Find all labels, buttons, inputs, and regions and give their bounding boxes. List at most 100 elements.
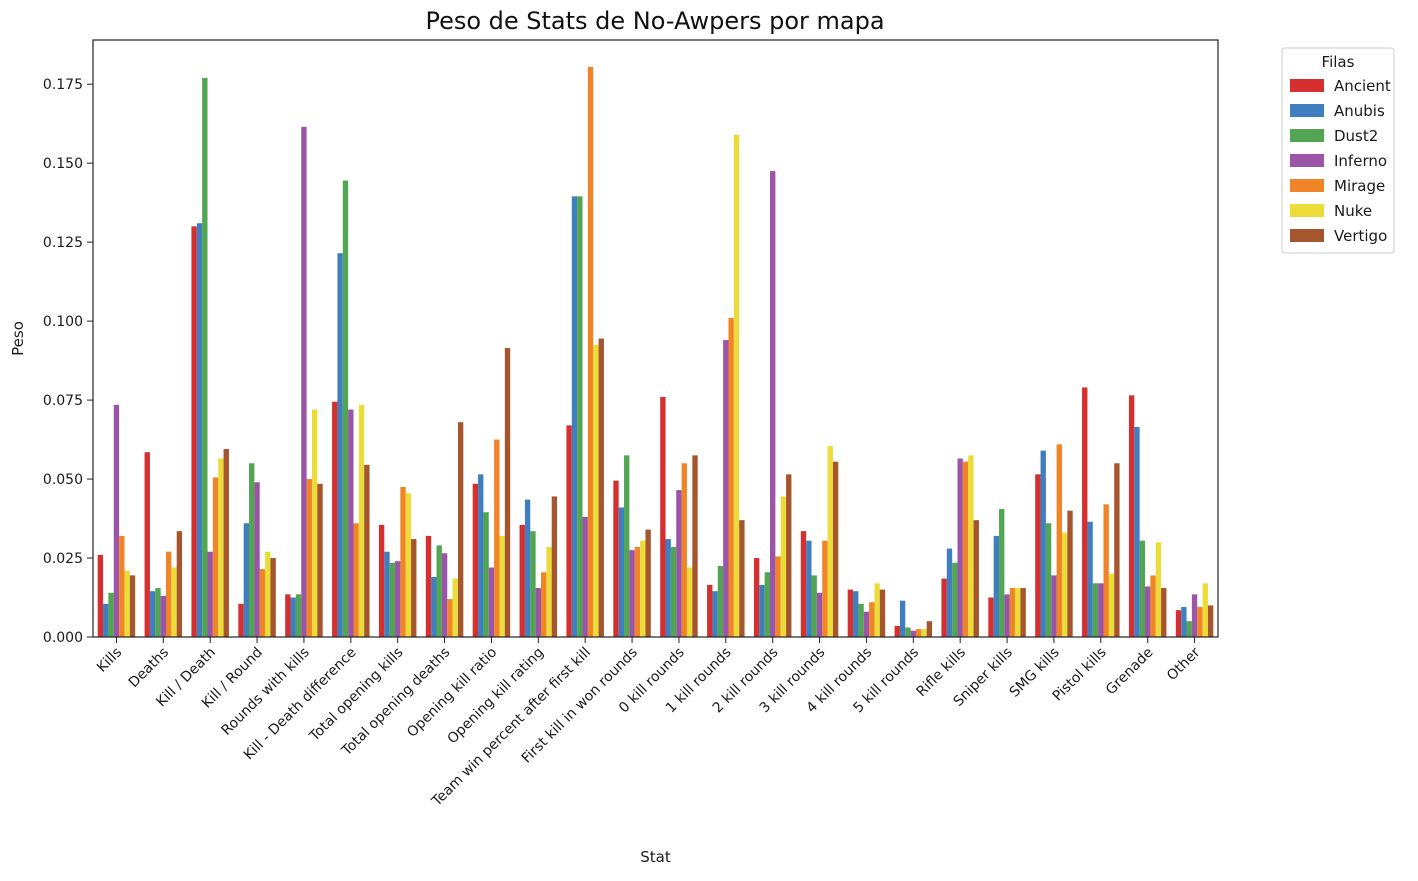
bar [1092,583,1099,637]
legend-swatch [1290,179,1324,192]
bar [540,572,547,637]
series-ancient [97,226,1182,637]
bar [478,474,484,637]
x-axis-label: Stat [640,848,671,866]
legend-item: Ancient [1290,77,1391,95]
legend-item: Nuke [1290,202,1372,220]
bar [519,524,525,637]
x-tick-label: Other [1164,644,1204,684]
legend-item: Inferno [1290,152,1387,170]
bar [894,625,900,637]
bar [1191,594,1198,637]
bar [915,629,922,637]
bar [436,545,442,637]
bar [692,455,698,637]
bar [733,134,740,637]
bar [1035,474,1041,637]
bar [921,629,927,637]
bar [243,523,250,637]
bar [212,477,219,637]
legend-swatch [1290,79,1324,92]
legend-box [1281,47,1395,254]
bar [780,496,787,637]
bar [1082,387,1088,637]
bar [524,499,531,637]
bar [425,535,432,637]
legend-item: Vertigo [1290,227,1387,245]
bar [358,404,365,637]
bar [395,561,401,637]
bar [290,597,296,637]
legend-label: Mirage [1334,177,1385,195]
legend-label: Dust2 [1334,127,1378,145]
legend-label: Anubis [1334,102,1385,120]
bar [753,558,760,637]
bar [431,576,437,637]
bar [160,595,166,637]
bar [879,589,886,637]
bar [946,548,953,637]
bar [254,482,260,637]
bar [530,531,536,637]
bar [618,507,625,637]
bar [822,540,828,637]
bar [899,600,906,637]
series-mirage [119,66,1203,638]
y-tick-label: 0.125 [43,235,83,251]
bar [816,592,823,637]
bar [270,558,276,637]
bar [378,524,385,637]
bar [670,546,677,637]
bar [285,594,291,637]
legend-label: Nuke [1334,202,1372,220]
bar [1087,521,1093,637]
bar [411,539,417,637]
bar [1103,504,1109,637]
y-axis: 0.000 0.025 0.050 0.075 0.100 0.125 0.150 0.175 [43,77,93,646]
bar [827,445,833,637]
bar [686,567,693,637]
bar [999,509,1005,637]
bar [389,562,396,637]
legend-title: Filas [1322,53,1355,71]
series-vertigo [129,338,1214,637]
bar [1134,426,1140,637]
bar [1020,588,1026,637]
series-nuke [124,134,1208,637]
bar [1040,450,1046,637]
bar [551,496,558,637]
bar [770,171,776,638]
bar [988,597,994,637]
bar [317,483,323,637]
bar [488,567,495,637]
bar [196,223,203,637]
y-axis-label: Peso [9,321,27,356]
bar [858,603,864,637]
legend-swatch [1290,154,1324,167]
legend-label: Inferno [1334,152,1387,170]
bar [665,539,671,637]
bar [863,611,870,637]
bar [941,578,947,637]
bar [535,588,541,637]
bar [207,551,213,637]
bar [1004,594,1010,637]
bar [452,578,458,637]
bar [1098,583,1104,637]
bar [739,520,745,637]
bar [1114,463,1120,637]
bar [441,553,448,637]
bar [353,523,359,637]
bar [968,455,974,637]
x-tick-label: Rounds with kills [219,645,313,739]
legend-swatch [1290,129,1324,142]
bar [728,317,734,637]
legend-swatch [1290,204,1324,217]
bar [311,409,318,637]
bar [723,340,729,637]
bar [905,627,911,637]
bar [1045,523,1052,637]
x-tick-label: Grenade [1103,645,1157,699]
bar [1056,444,1062,637]
